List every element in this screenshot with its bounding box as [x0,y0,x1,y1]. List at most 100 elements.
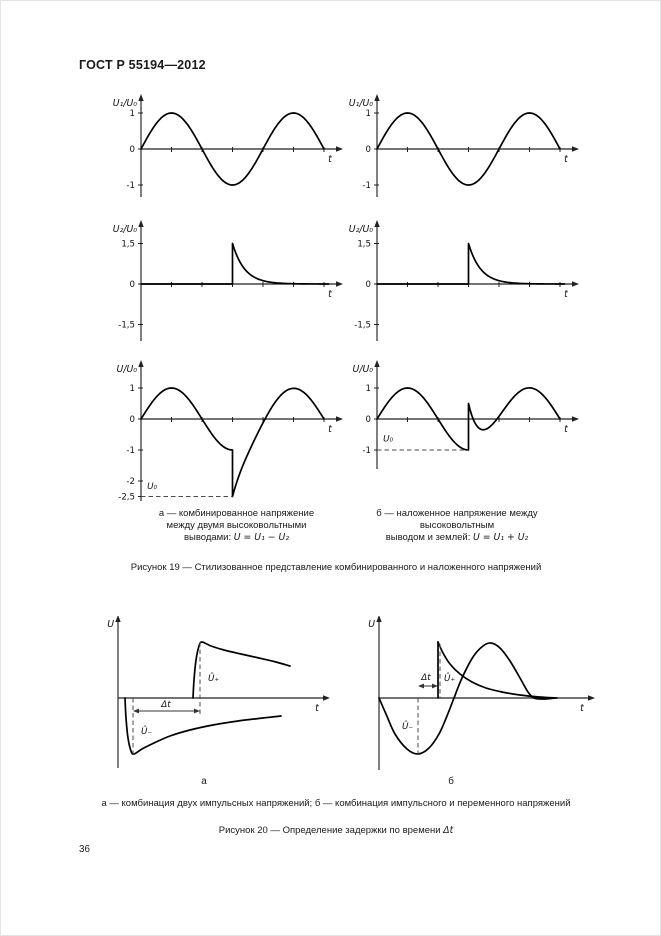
x-axis-arrow [572,416,579,422]
figure20-title: Рисунок 20 — Определение задержки по вре… [21,825,651,836]
x-axis-label: t [328,424,332,435]
y-tick-label: -1,5 [354,321,371,331]
waveform-curve [140,387,325,498]
y-axis-arrow [374,220,380,227]
y-tick-label: 0 [366,280,371,290]
x-axis-label: t [580,703,584,714]
y-tick-label: -1,5 [118,321,135,331]
caption-line: выводами: U = U₁ − U₂ [89,532,384,544]
annotation-label: Û₊ [208,672,219,684]
caption-line: выводом и землей: U = U₁ + U₂ [317,532,597,544]
figure20-caption: а — комбинация двух импульсных напряжени… [101,798,571,809]
page-number: 36 [79,844,90,855]
x-axis-label: t [564,154,568,165]
x-axis-arrow [336,416,343,422]
x-axis-arrow [323,695,330,701]
y-tick-label: 1 [366,384,371,394]
y-tick-label: -2 [126,477,135,487]
x-axis-label: t [315,703,319,714]
figure19-plot-u2-right: 1,5 0 -1,5 U₂/U₀ t [349,220,579,341]
waveform-curve [376,242,566,285]
y-axis-label: U/U₀ [117,364,138,375]
annotation-label: Û₋ [141,725,152,737]
y-axis-arrow [138,220,144,227]
waveform-curve [378,642,556,755]
y-tick-label: 0 [366,145,371,155]
y-tick-label: -1 [362,181,371,191]
waveform-curve [192,641,291,699]
annotation-label: Δt [420,673,431,683]
figure20-plot-b: Ut Δt Û₊ Û₋ [368,616,595,770]
waveform-curve [140,242,330,285]
figure19-plot-u2-left: 1,5 0 -1,5 U₂/U₀ t [113,220,343,341]
waveform-curve [376,112,561,186]
annotation-label: U₀ [383,434,393,444]
document-header: ГОСТ Р 55194—2012 [79,58,206,72]
x-axis-arrow [572,146,579,152]
annotation-label: U₀ [147,482,157,492]
y-axis-arrow [376,616,382,622]
figure19-plot-superimposed-right: 1 0 -1 U/U₀ t U₀ [353,360,579,469]
annotation-label: Û₋ [402,720,413,732]
y-tick-label: 0 [130,415,135,425]
y-tick-label: -1 [126,181,135,191]
y-axis-arrow [374,94,380,101]
y-tick-label: 0 [366,415,371,425]
y-axis-label: U [368,619,375,630]
y-tick-label: -2,5 [118,493,135,503]
caption-line: а — комбинированное напряжение [158,508,315,519]
arrowhead-left [418,683,424,689]
y-axis-label: U₂/U₀ [349,224,373,235]
y-axis-arrow [374,360,380,367]
x-axis-label: t [328,154,332,165]
y-tick-label: 1,5 [121,240,135,250]
waveform-curve [437,641,558,699]
arrowhead-right [432,683,438,689]
x-axis-arrow [336,281,343,287]
figure19-plot-u1-left: 1 0 -1 U₁/U₀ t [113,94,343,197]
waveform-curve [140,112,325,186]
figure19-title: Рисунок 19 — Стилизованное представление… [130,562,542,573]
y-tick-label: 0 [130,145,135,155]
waveform-curve [376,387,561,451]
caption-line: высоковольтным [419,519,495,531]
x-axis-label: t [564,289,568,300]
y-axis-label: U/U₀ [353,364,374,375]
figure19-caption-b: б — наложенное напряжение между высоково… [317,508,597,543]
x-axis-arrow [336,146,343,152]
figure19-caption-a: а — комбинированное напряжение между дву… [89,508,384,543]
y-tick-label: 1,5 [357,240,371,250]
arrowhead-left [133,708,139,714]
y-tick-label: 1 [130,384,135,394]
caption-line: между двумя высоковольтными [166,519,307,531]
x-axis-label: t [564,424,568,435]
caption-line: б — наложенное напряжение между [376,508,538,519]
delta-t-symbol: Δt [443,825,454,836]
waveform-curve [124,697,282,755]
y-tick-label: -1 [126,446,135,456]
y-tick-label: 1 [366,109,371,119]
x-axis-arrow [588,695,595,701]
x-axis-arrow [572,281,579,287]
y-axis-arrow [138,94,144,101]
formula-superimposed: U = U₁ + U₂ [473,531,529,543]
y-axis-label: U [107,619,114,630]
y-tick-label: 1 [130,109,135,119]
x-axis-label: t [328,289,332,300]
y-tick-label: -1 [362,446,371,456]
y-axis-arrow [115,616,121,622]
caption-text: выводами: [183,531,234,543]
annotation-label: Δt [160,700,171,710]
figure20-label-a: а [201,776,207,787]
y-axis-label: U₁/U₀ [349,98,373,109]
figure19-plot-u1-right: 1 0 -1 U₁/U₀ t [349,94,579,197]
y-axis-label: U₂/U₀ [113,224,137,235]
y-axis-arrow [138,360,144,367]
figure20-plot-a: Ut Δt Û₋ Û₊ [107,616,330,768]
arrowhead-right [194,708,200,714]
annotation-label: Û₊ [444,672,455,684]
caption-text: Рисунок 20 — Определение задержки по вре… [218,825,444,836]
figure20-label-b: б [448,776,454,787]
caption-text: выводом и землей: [385,531,474,543]
